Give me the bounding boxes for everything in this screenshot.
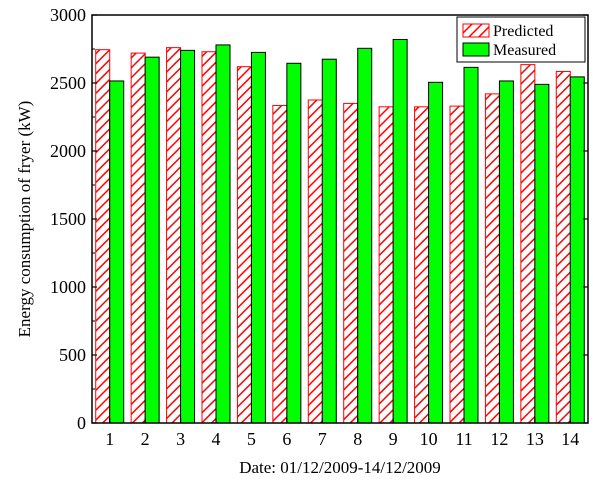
- x-tick-label: 11: [455, 429, 472, 449]
- y-tick-labels: 0 500 1000 1500 2000 2500 3000: [50, 5, 86, 433]
- bar-predicted-13: [520, 64, 536, 424]
- x-tick-label: 8: [353, 429, 362, 449]
- y-tick-label: 0: [77, 413, 86, 433]
- bar-measured-14: [569, 76, 585, 424]
- x-tick-label: 2: [141, 429, 150, 449]
- bar-predicted-6: [272, 104, 288, 424]
- bar-measured-2: [144, 56, 160, 424]
- x-tick-label: 4: [212, 429, 221, 449]
- bar-measured-13: [534, 83, 550, 424]
- y-tick-label: 3000: [50, 5, 86, 25]
- bar-predicted-1: [95, 49, 111, 424]
- x-tick-label: 14: [561, 429, 579, 449]
- bar-predicted-5: [236, 66, 252, 424]
- bars-group: [95, 38, 585, 424]
- bar-predicted-8: [343, 102, 359, 424]
- x-tick-labels: 1 2 3 4 5 6 7 8 9 10 11 12 13 14: [105, 429, 579, 449]
- bar-predicted-12: [484, 93, 500, 424]
- bar-predicted-2: [130, 52, 146, 424]
- y-tick-label: 2500: [50, 73, 86, 93]
- x-tick-label: 7: [318, 429, 327, 449]
- legend-swatch-measured: [462, 42, 490, 57]
- bar-measured-8: [357, 47, 373, 424]
- bar-measured-12: [498, 80, 514, 424]
- bar-predicted-4: [201, 51, 217, 424]
- bar-predicted-11: [449, 105, 465, 424]
- legend-label-predicted: Predicted: [493, 23, 553, 40]
- bar-measured-7: [321, 58, 337, 424]
- axis-ticks: [92, 14, 588, 424]
- x-tick-label: 12: [490, 429, 508, 449]
- bar-measured-5: [250, 51, 266, 424]
- legend: Predicted Measured: [456, 16, 586, 63]
- bar-predicted-3: [166, 47, 182, 424]
- bar-measured-9: [392, 38, 408, 424]
- bar-measured-1: [109, 80, 125, 424]
- y-tick-label: 1000: [50, 277, 86, 297]
- x-tick-label: 9: [389, 429, 398, 449]
- bar-predicted-9: [378, 106, 394, 424]
- bar-predicted-10: [414, 106, 430, 424]
- legend-label-measured: Measured: [493, 42, 556, 59]
- bar-predicted-7: [307, 99, 323, 424]
- x-tick-label: 5: [247, 429, 256, 449]
- bar-measured-11: [463, 66, 479, 424]
- bar-measured-6: [286, 62, 302, 424]
- y-tick-label: 2000: [50, 141, 86, 161]
- x-tick-label: 6: [282, 429, 291, 449]
- y-axis-title: Energy consumption of fryer (kW): [15, 101, 34, 338]
- bar-measured-4: [215, 44, 231, 424]
- x-tick-label: 10: [420, 429, 438, 449]
- bar-measured-3: [180, 49, 196, 424]
- x-tick-label: 3: [176, 429, 185, 449]
- legend-swatch-predicted: [462, 23, 490, 38]
- x-tick-label: 13: [526, 429, 544, 449]
- bar-measured-10: [428, 81, 444, 424]
- x-axis-title: Date: 01/12/2009-14/12/2009: [239, 458, 441, 477]
- y-tick-label: 500: [59, 345, 86, 365]
- y-tick-label: 1500: [50, 209, 86, 229]
- x-tick-label: 1: [105, 429, 114, 449]
- bar-predicted-14: [555, 70, 571, 424]
